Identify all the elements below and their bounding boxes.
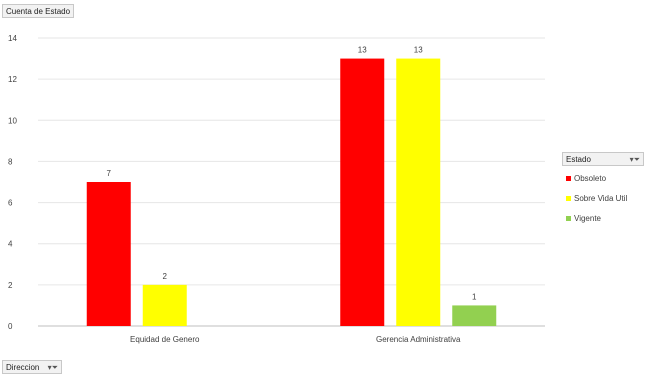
y-tick-label: 0: [8, 322, 13, 331]
bar: [142, 284, 187, 326]
data-label: 13: [358, 46, 367, 55]
legend-items: Obsoleto Sobre Vida Util Vigente: [562, 168, 644, 228]
value-field-button[interactable]: Cuenta de Estado: [2, 4, 75, 18]
value-field-label: Cuenta de Estado: [6, 7, 71, 16]
data-label: 13: [414, 46, 423, 55]
y-tick-label: 2: [8, 281, 13, 290]
bar: [396, 58, 441, 326]
legend-title: Estado: [566, 155, 591, 164]
filter-dropdown-icon[interactable]: ▾⏷: [47, 363, 58, 372]
axis-field-label: Direccion: [6, 363, 40, 372]
y-tick-label: 8: [8, 157, 13, 166]
y-tick-label: 12: [8, 75, 17, 84]
y-axis-tick-labels: 0 2 4 6 8 10 12 14: [8, 34, 17, 331]
y-tick-label: 10: [8, 116, 17, 125]
data-label: 7: [107, 169, 112, 178]
legend-label: Obsoleto: [574, 173, 607, 183]
y-tick-label: 6: [8, 199, 13, 208]
data-labels: 7 2 13 13 1: [107, 46, 478, 302]
legend-label: Sobre Vida Util: [574, 193, 628, 203]
legend-field-button[interactable]: Estado ▾⏷: [562, 152, 644, 166]
legend-item[interactable]: Sobre Vida Util: [562, 188, 644, 208]
y-tick-label: 4: [8, 240, 13, 249]
data-label: 2: [163, 272, 168, 281]
bar: [86, 182, 131, 326]
legend-swatch: [566, 215, 571, 221]
axis-field-button[interactable]: Direccion ▾⏷: [2, 360, 62, 374]
legend-item[interactable]: Obsoleto: [562, 168, 644, 188]
bar: [340, 58, 385, 326]
bar: [452, 305, 497, 326]
legend-swatch: [566, 175, 571, 181]
x-category-label: Gerencia Administrativa: [376, 335, 461, 344]
legend-label: Vigente: [574, 213, 601, 223]
y-tick-label: 14: [8, 34, 17, 43]
x-axis-category-labels: Equidad de Genero Gerencia Administrativa: [130, 335, 461, 344]
data-label: 1: [472, 292, 477, 301]
filter-dropdown-icon[interactable]: ▾⏷: [629, 155, 640, 164]
legend-item[interactable]: Vigente: [562, 208, 644, 228]
legend: Estado ▾⏷ Obsoleto Sobre Vida Util Vigente: [562, 152, 644, 228]
bars: [86, 58, 497, 326]
legend-swatch: [566, 195, 571, 201]
x-category-label: Equidad de Genero: [130, 335, 200, 344]
